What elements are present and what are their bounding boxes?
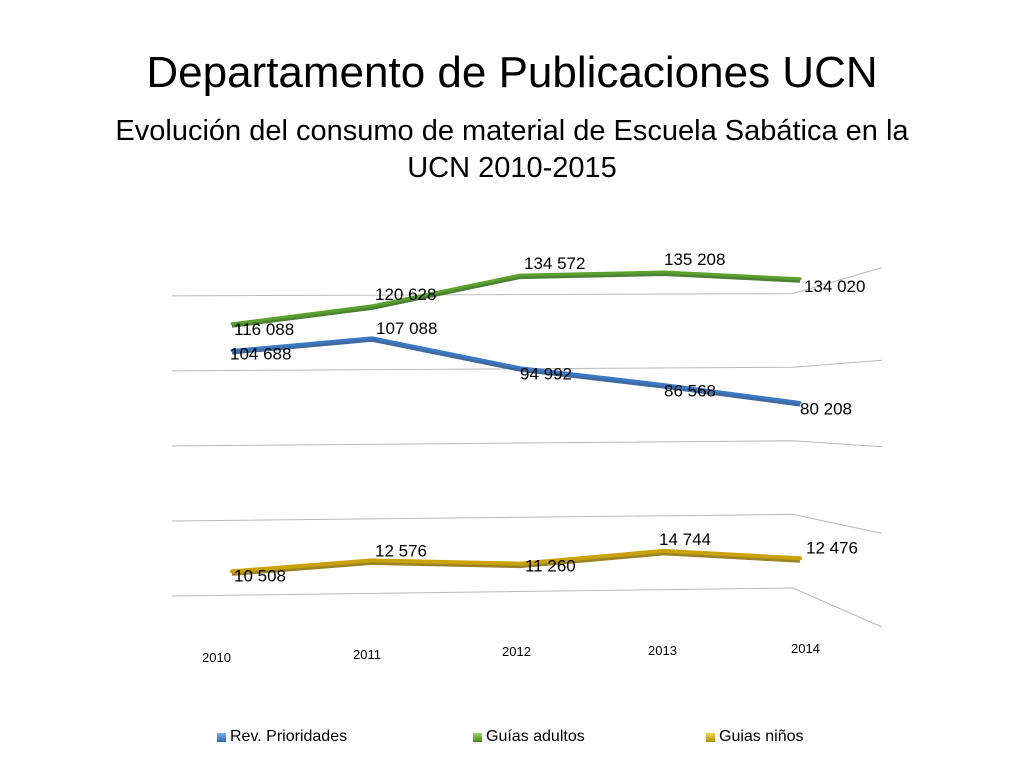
data-label: 14 744 <box>659 530 711 549</box>
legend-item-guias-ninos: Guias niños <box>706 726 804 748</box>
data-label: 134 020 <box>804 277 865 296</box>
chart-subtitle: Evolución del consumo de material de Esc… <box>115 115 909 184</box>
data-label: 12 476 <box>806 538 858 557</box>
legend-swatch-guias-ninos <box>706 732 715 742</box>
data-label: 134 572 <box>524 254 585 273</box>
data-label: 135 208 <box>664 250 725 269</box>
series-line-shadow <box>231 271 801 328</box>
x-tick-label: 2011 <box>353 647 381 662</box>
data-label: 120 628 <box>375 285 436 304</box>
gridline <box>171 359 883 372</box>
data-label: 10 508 <box>234 566 286 585</box>
gridline <box>171 513 883 534</box>
gridlines <box>171 267 883 628</box>
x-tick-label: 2010 <box>202 650 231 665</box>
data-label: 12 576 <box>375 541 427 560</box>
x-tick-label: 2013 <box>648 643 677 658</box>
series-line-rev-prioridades <box>230 336 802 405</box>
line-chart: 104 688 107 088 94 992 86 568 80 208 116 088 1… <box>171 250 883 665</box>
data-label: 80 208 <box>800 400 852 419</box>
x-tick-label: 2014 <box>791 641 820 656</box>
series-lines <box>230 270 802 576</box>
gridline <box>171 267 883 297</box>
legend: Rev. Prioridades Guías adultos Guias niñ… <box>0 726 1024 750</box>
data-labels: 104 688 107 088 94 992 86 568 80 208 116 088 1… <box>230 250 865 585</box>
legend-label-guias-ninos: Guias niños <box>719 728 804 745</box>
data-label: 116 088 <box>234 320 294 339</box>
series-line-guias-ninos <box>230 548 802 574</box>
legend-label-guias-adultos: Guías adultos <box>486 728 585 745</box>
data-label: 86 568 <box>664 382 716 401</box>
series-line-guias-adultos <box>230 270 802 326</box>
gridline <box>171 440 883 448</box>
legend-item-rev-prioridades: Rev. Prioridades <box>217 726 347 748</box>
x-axis-ticks: 2010 2011 2012 2013 2014 <box>202 641 820 665</box>
legend-swatch-guias-adultos <box>473 732 482 742</box>
data-label: 107 088 <box>376 319 437 338</box>
legend-label-rev-prioridades: Rev. Prioridades <box>230 728 348 745</box>
data-label: 104 688 <box>230 345 291 364</box>
data-label: 94 992 <box>520 365 572 384</box>
legend-swatch-rev-prioridades <box>217 732 226 742</box>
page-title: Departamento de Publicaciones UCN <box>146 48 878 97</box>
legend-item-guias-adultos: Guías adultos <box>473 726 585 748</box>
data-label: 11 260 <box>525 557 576 576</box>
series-line-shadow <box>231 337 801 407</box>
x-tick-label: 2012 <box>502 644 531 659</box>
gridline <box>171 587 883 628</box>
